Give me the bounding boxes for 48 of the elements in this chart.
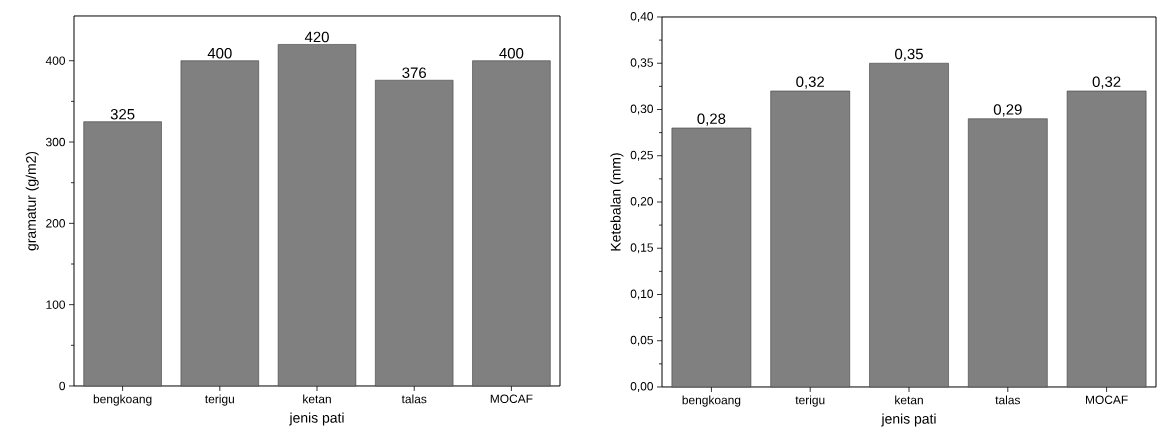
y-tick-label: 0,25 <box>630 150 653 161</box>
y-tick-label: 0,20 <box>630 197 654 207</box>
y-tick-label: 0,15 <box>630 243 653 254</box>
x-tick-label: ketan <box>303 394 331 404</box>
y-tick-label: 0,35 <box>630 58 653 69</box>
data-label: 400 <box>499 47 524 59</box>
bar <box>770 90 851 388</box>
x-tick-label: talas <box>995 395 1020 405</box>
y-tick-label: 400 <box>45 56 66 65</box>
bar <box>967 118 1048 388</box>
x-tick-label: talas <box>401 394 427 404</box>
data-label: 0,32 <box>796 76 824 89</box>
bar <box>180 60 259 387</box>
bar <box>375 79 454 387</box>
x-tick-label: terigu <box>795 395 825 407</box>
x-tick-label: terigu <box>205 394 234 406</box>
x-tick-label: MOCAF <box>490 394 533 403</box>
bar <box>869 62 949 388</box>
x-tick-label: bengkoang <box>682 395 741 407</box>
x-axis-title: jenis pati <box>289 412 344 426</box>
y-tick-label: 200 <box>46 219 66 228</box>
bar <box>472 60 551 387</box>
data-label: 420 <box>304 31 329 43</box>
data-label: 0,29 <box>993 104 1022 117</box>
y-tick-label: 300 <box>46 137 66 147</box>
bar <box>671 127 752 388</box>
bar <box>277 44 357 387</box>
y-axis-title: gramatur (g/m2) <box>25 151 39 251</box>
bar <box>1066 90 1147 388</box>
y-tick-label: 0 <box>59 381 66 391</box>
bar <box>83 121 162 387</box>
data-label: 0,35 <box>895 48 923 62</box>
y-tick-label: 0,00 <box>630 382 654 392</box>
data-label: 376 <box>402 67 427 79</box>
x-axis-title: jenis pati <box>881 413 936 427</box>
y-tick-label: 0,10 <box>630 289 654 300</box>
data-label: 325 <box>110 108 135 120</box>
y-tick-label: 0,40 <box>630 12 654 22</box>
x-tick-label: bengkoang <box>93 394 152 406</box>
y-axis-title: Ketebalan (mm) <box>610 153 624 251</box>
data-label: 0,32 <box>1092 76 1121 89</box>
data-label: 400 <box>207 47 232 59</box>
data-label: 0,28 <box>697 113 726 126</box>
y-tick-label: 100 <box>46 300 66 309</box>
x-tick-label: ketan <box>895 395 923 405</box>
x-tick-label: MOCAF <box>1086 395 1128 404</box>
y-tick-label: 0,30 <box>630 104 654 115</box>
y-tick-label: 0,05 <box>630 335 653 346</box>
